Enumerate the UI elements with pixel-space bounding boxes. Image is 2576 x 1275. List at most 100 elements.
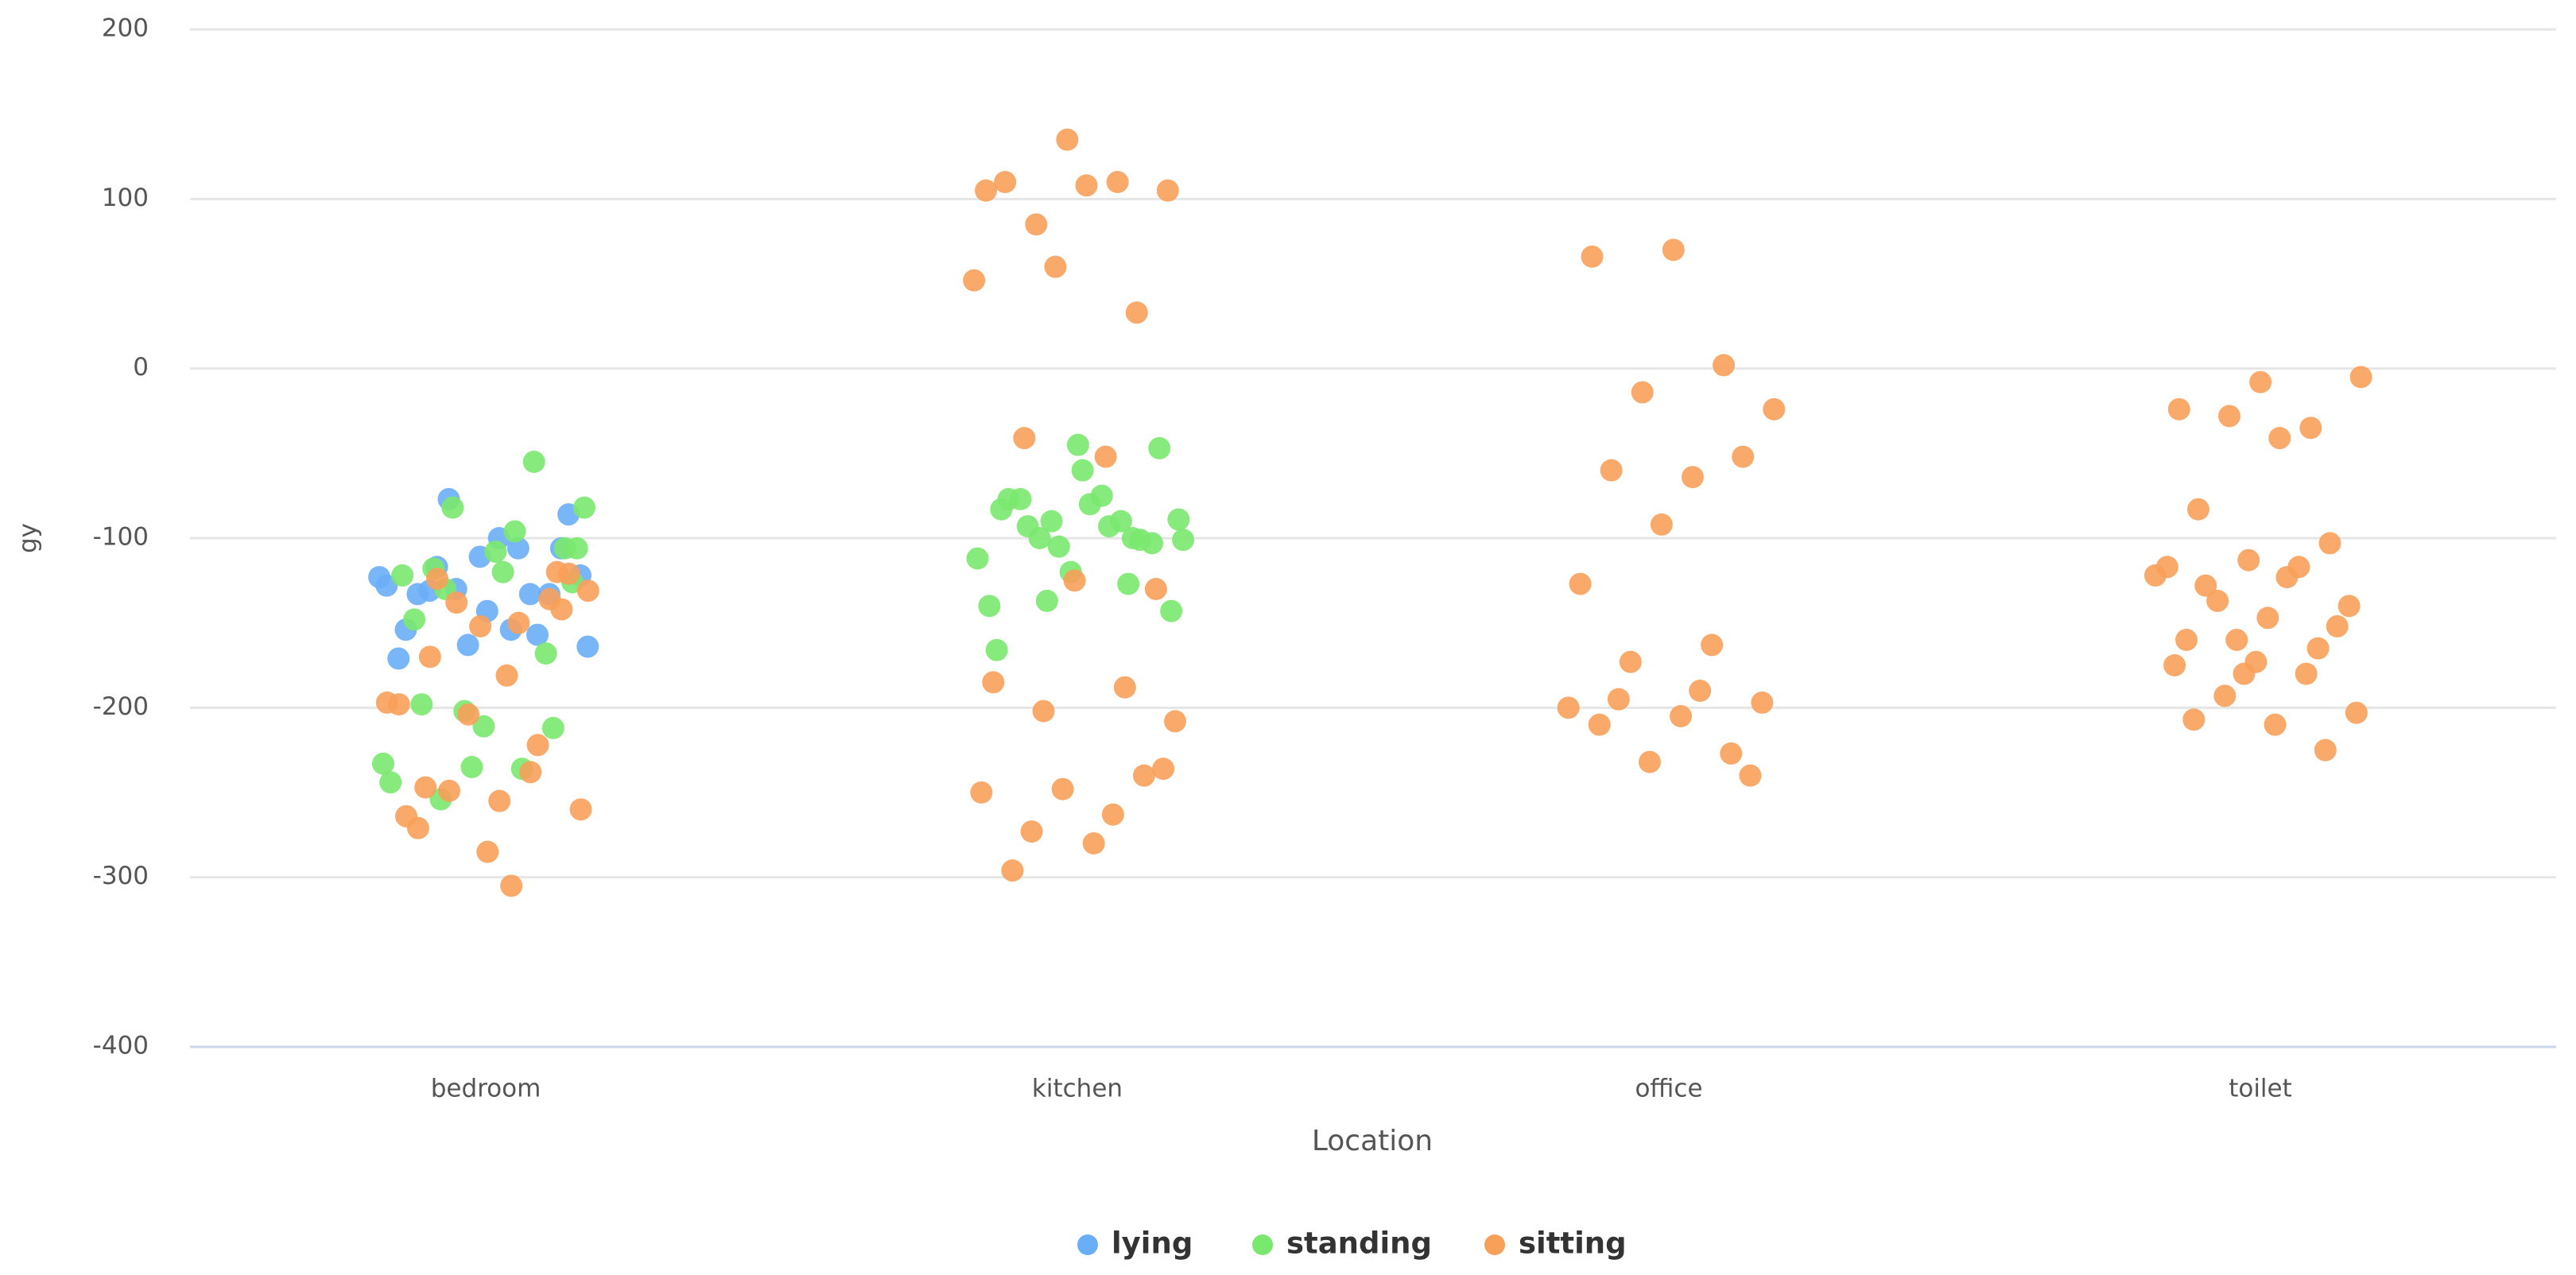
point	[410, 693, 433, 716]
point	[2194, 574, 2217, 597]
point	[456, 634, 479, 657]
x-tick-label: kitchen	[1032, 1075, 1123, 1103]
point	[1144, 578, 1167, 600]
point	[1075, 174, 1098, 197]
point	[2299, 417, 2322, 440]
point	[1670, 705, 1693, 727]
point	[2264, 713, 2287, 736]
point	[1040, 510, 1063, 533]
point	[1094, 445, 1117, 468]
point	[2268, 427, 2291, 450]
point	[1013, 427, 1036, 450]
point	[1763, 397, 1786, 420]
point	[495, 664, 518, 687]
point	[457, 703, 480, 726]
point	[2318, 532, 2341, 555]
y-axis-title: gy	[14, 523, 43, 553]
legend-label: standing	[1286, 1227, 1432, 1261]
legend-marker	[1252, 1234, 1273, 1255]
point	[445, 591, 468, 614]
point	[371, 752, 394, 775]
point	[1631, 381, 1654, 404]
y-tick-label: -100	[93, 523, 149, 552]
point	[2218, 405, 2241, 428]
point	[2163, 654, 2186, 676]
point	[975, 179, 998, 202]
point	[1650, 513, 1673, 536]
point	[1619, 650, 1642, 673]
point	[2206, 589, 2229, 612]
point	[1106, 171, 1129, 193]
point	[541, 716, 564, 739]
point	[469, 614, 492, 638]
point	[2182, 708, 2206, 731]
point	[418, 645, 441, 669]
point	[1569, 572, 1592, 595]
point	[460, 756, 483, 778]
point	[572, 496, 596, 519]
point	[1032, 700, 1055, 723]
point	[526, 623, 549, 646]
point	[394, 804, 417, 827]
point	[1689, 680, 1712, 702]
point	[1557, 696, 1580, 719]
x-axis-title: Location	[1312, 1125, 1433, 1157]
point	[1001, 859, 1024, 882]
point	[970, 781, 993, 804]
point	[1051, 777, 1074, 800]
point	[1167, 508, 1190, 531]
point	[441, 496, 464, 519]
point	[576, 579, 599, 603]
point	[1056, 128, 1079, 151]
point	[1600, 459, 1623, 482]
legend-label: sitting	[1519, 1227, 1627, 1261]
point	[997, 487, 1020, 510]
point	[2186, 498, 2209, 521]
point	[379, 771, 402, 794]
point	[1164, 710, 1187, 733]
x-tick-label: toilet	[2229, 1075, 2292, 1103]
point	[1581, 245, 1604, 268]
point	[1044, 255, 1067, 278]
point	[507, 611, 530, 634]
point	[2295, 662, 2318, 685]
point	[403, 608, 426, 631]
legend-marker	[1077, 1234, 1098, 1255]
point	[500, 874, 523, 897]
point	[553, 537, 576, 560]
point	[1129, 529, 1152, 552]
point	[518, 583, 541, 606]
point	[1607, 688, 1630, 711]
y-tick-label: -200	[93, 692, 149, 721]
point	[1701, 634, 1724, 657]
x-tick-label: bedroom	[431, 1075, 541, 1103]
point	[2345, 701, 2368, 724]
point	[375, 691, 398, 714]
point	[985, 638, 1008, 661]
point	[545, 560, 568, 583]
point	[1066, 433, 1089, 456]
point	[488, 789, 511, 812]
y-tick-label: 200	[102, 14, 149, 43]
point	[2349, 366, 2372, 389]
point	[2237, 548, 2260, 572]
point	[2326, 614, 2349, 638]
point	[982, 671, 1005, 694]
point	[1662, 238, 1685, 262]
x-tick-label: office	[1635, 1075, 1702, 1103]
point	[476, 840, 499, 863]
legend-label: lying	[1111, 1227, 1193, 1261]
point	[1082, 832, 1105, 855]
point	[2143, 564, 2167, 587]
point	[437, 779, 460, 802]
point	[522, 451, 545, 473]
legend-marker	[1484, 1234, 1505, 1255]
point	[2167, 397, 2190, 420]
point	[966, 547, 989, 570]
point	[1078, 493, 1101, 516]
point	[414, 776, 437, 799]
point	[1732, 445, 1755, 468]
point	[538, 587, 561, 610]
point	[491, 560, 514, 583]
